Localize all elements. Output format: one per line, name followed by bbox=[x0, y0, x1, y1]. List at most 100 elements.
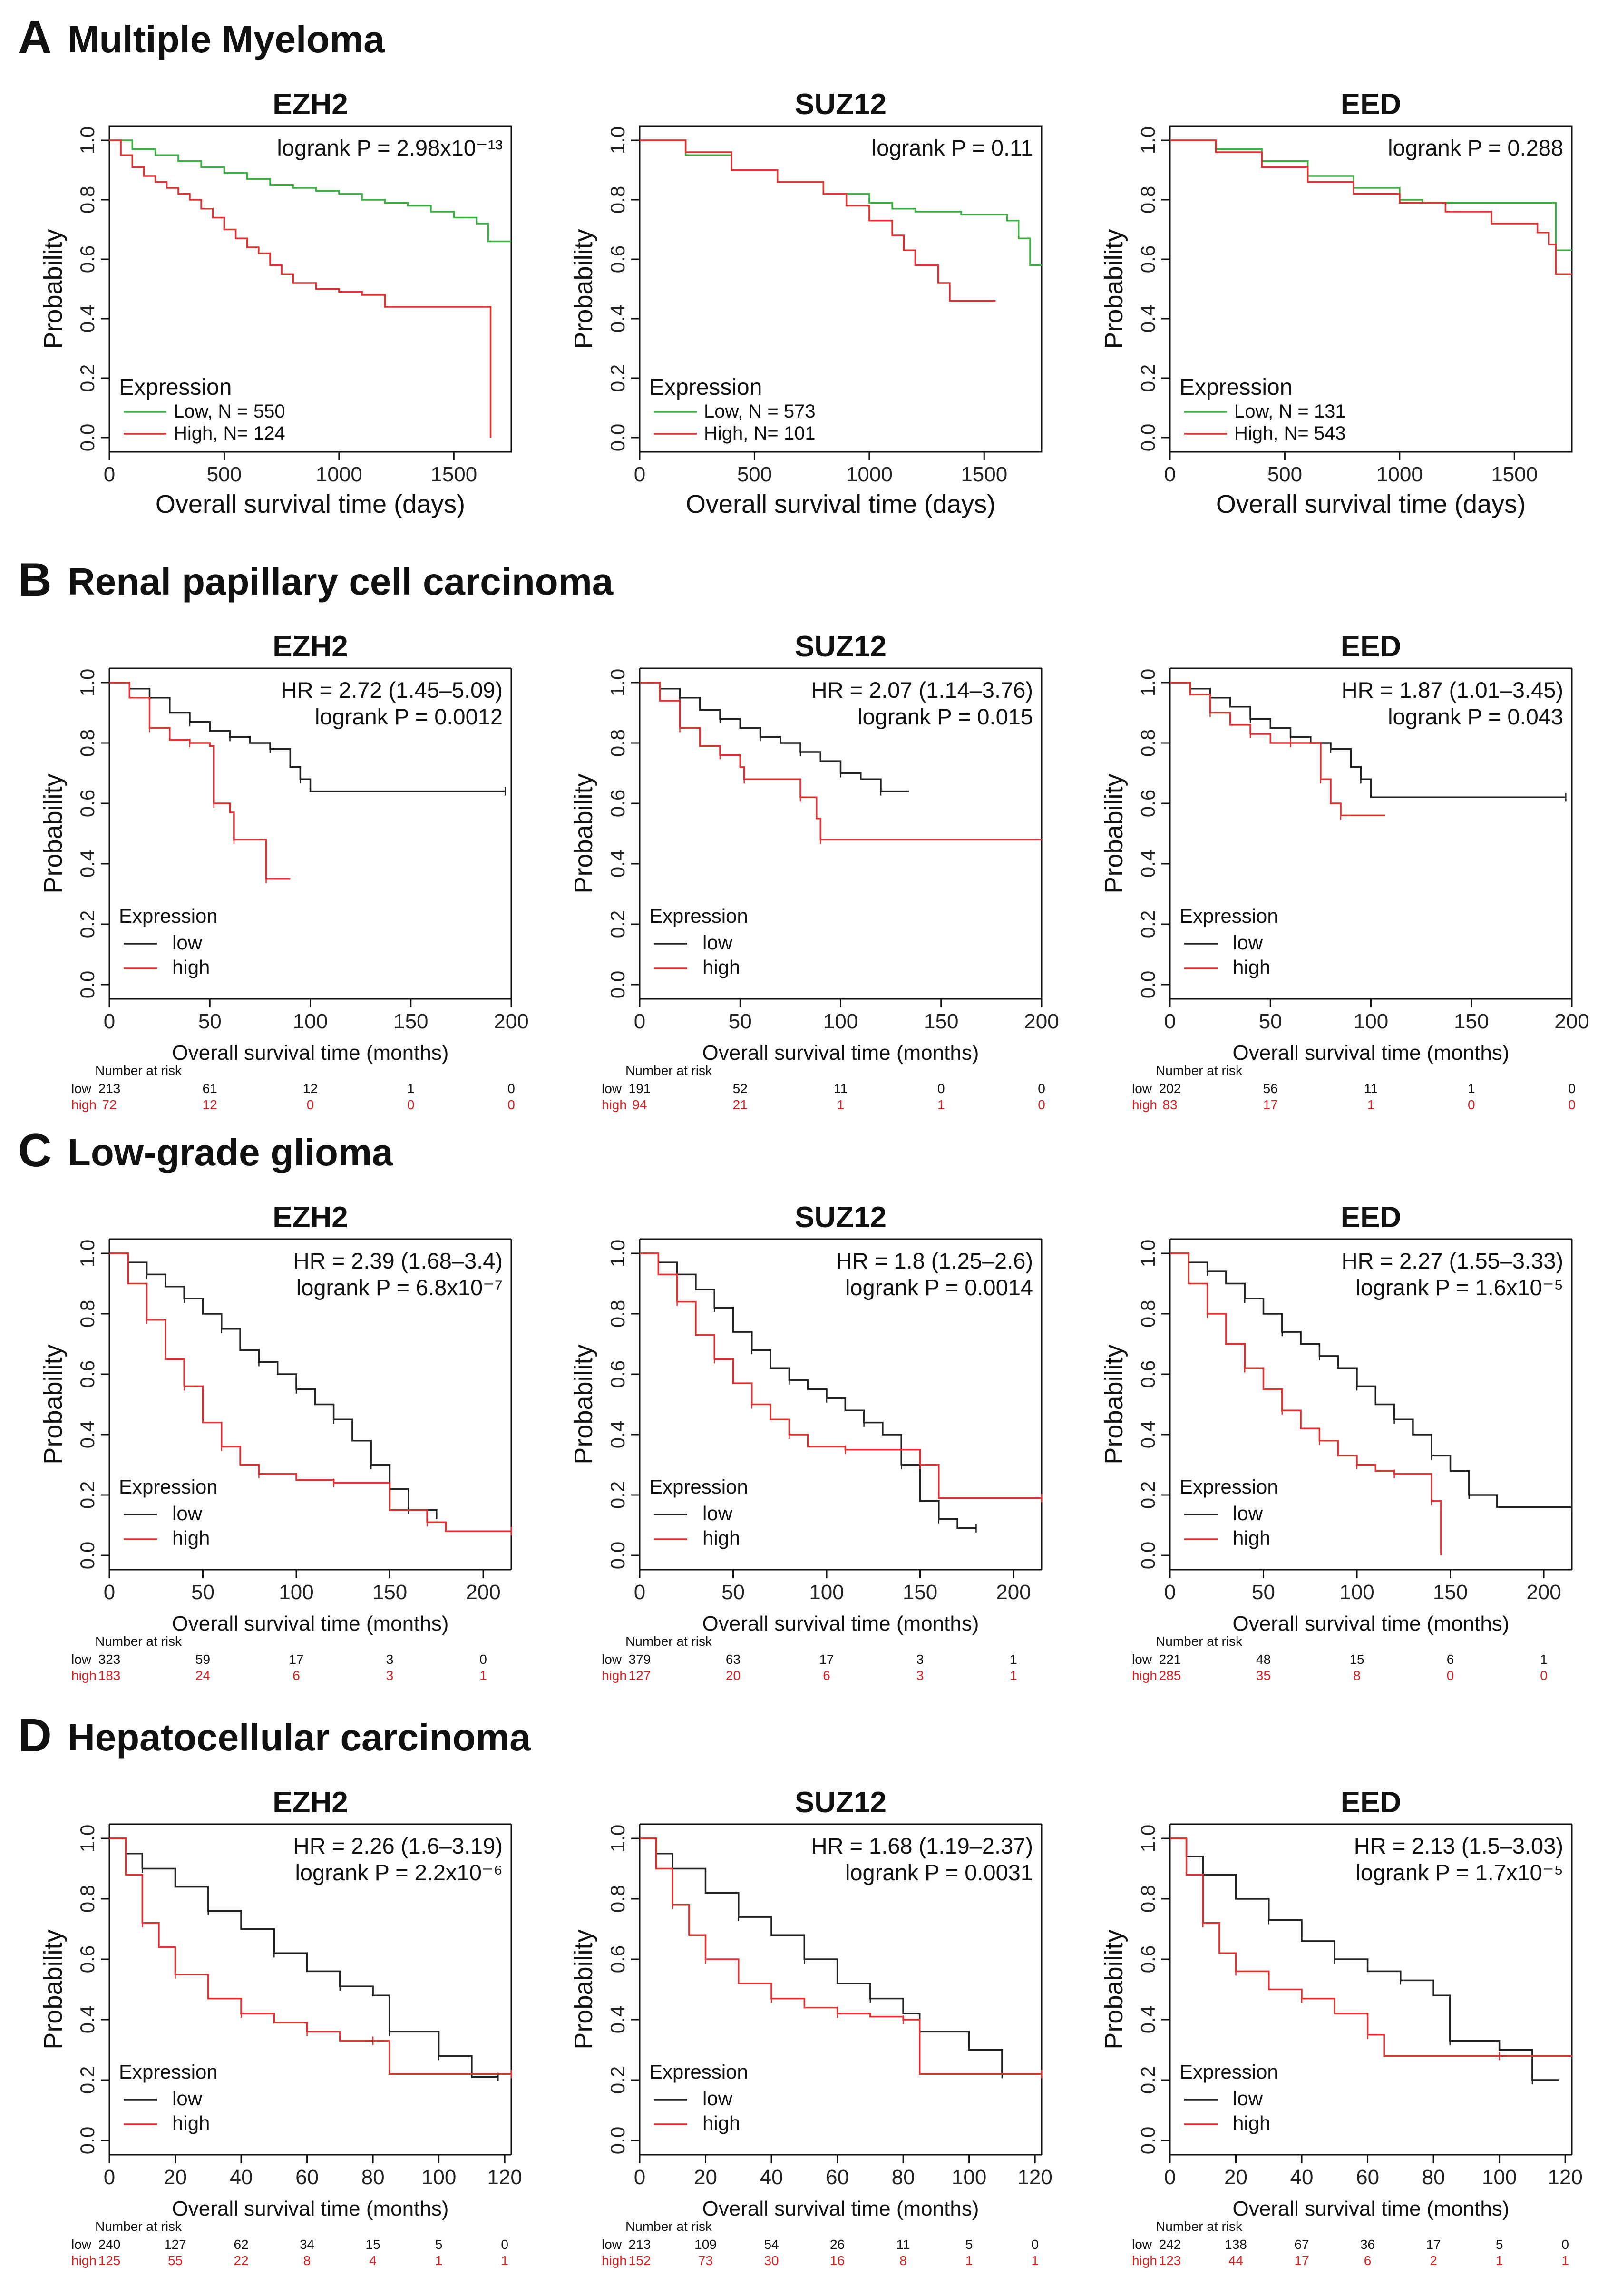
risk-count-low: 15 bbox=[366, 2237, 380, 2252]
y-tick-label: 0.4 bbox=[606, 850, 629, 878]
risk-count-high: 0 bbox=[307, 1097, 314, 1112]
risk-count-low: 221 bbox=[1159, 1652, 1181, 1667]
x-tick-label: 200 bbox=[996, 1581, 1031, 1604]
x-tick-label: 120 bbox=[1017, 2166, 1052, 2189]
risk-count-low: 213 bbox=[629, 2237, 651, 2252]
risk-count-high: 55 bbox=[168, 2253, 183, 2268]
risk-row-label-low: low bbox=[71, 1652, 92, 1667]
stat-text: HR = 2.27 (1.55–3.33) bbox=[1342, 1248, 1563, 1273]
legend-label-high: High, N= 543 bbox=[1234, 423, 1346, 444]
y-tick-label: 0.0 bbox=[1137, 971, 1159, 998]
x-axis-label: Overall survival time (months) bbox=[702, 1612, 979, 1635]
x-tick-label: 1500 bbox=[430, 463, 477, 486]
legend-label-low: Low, N = 573 bbox=[704, 401, 816, 422]
risk-count-low: 202 bbox=[1159, 1081, 1181, 1096]
y-tick-label: 0.2 bbox=[76, 2066, 98, 2094]
risk-count-low: 62 bbox=[234, 2237, 248, 2252]
km-curve-low bbox=[109, 139, 511, 243]
x-tick-label: 200 bbox=[1526, 1581, 1561, 1604]
y-tick-label: 0.4 bbox=[1137, 1421, 1159, 1448]
x-tick-label: 20 bbox=[1224, 2166, 1247, 2189]
y-tick-label: 0.2 bbox=[1137, 1481, 1159, 1509]
y-tick-label: 0.4 bbox=[1137, 305, 1159, 332]
y-tick-label: 0.4 bbox=[1137, 850, 1159, 878]
legend-label-high: high bbox=[172, 956, 210, 978]
risk-count-low: 15 bbox=[1349, 1652, 1364, 1667]
risk-count-high: 1 bbox=[837, 1097, 845, 1112]
stat-text: logrank P = 0.043 bbox=[1388, 704, 1563, 729]
panel-gene-title: SUZ12 bbox=[795, 1786, 887, 1819]
y-tick-label: 0.0 bbox=[76, 971, 98, 998]
x-tick-label: 150 bbox=[372, 1581, 407, 1604]
km-curve-high bbox=[1170, 1837, 1572, 2057]
risk-row-label-low: low bbox=[1132, 1652, 1152, 1667]
risk-count-high: 0 bbox=[1568, 1097, 1576, 1112]
risk-count-low: 67 bbox=[1294, 2237, 1309, 2252]
risk-count-high: 24 bbox=[195, 1668, 210, 1683]
legend-title: Expression bbox=[649, 905, 748, 927]
y-tick-label: 0.2 bbox=[1137, 910, 1159, 938]
risk-count-low: 26 bbox=[830, 2237, 845, 2252]
risk-row-label-low: low bbox=[71, 2237, 92, 2252]
stat-text: HR = 2.39 (1.68–3.4) bbox=[293, 1248, 503, 1273]
x-tick-label: 1500 bbox=[961, 463, 1007, 486]
legend-title: Expression bbox=[1179, 2061, 1278, 2083]
risk-count-high: 1 bbox=[1010, 1668, 1017, 1683]
x-tick-label: 100 bbox=[421, 2166, 456, 2189]
risk-count-low: 63 bbox=[726, 1652, 741, 1667]
risk-title: Number at risk bbox=[95, 2219, 182, 2234]
stat-text: logrank P = 0.11 bbox=[872, 135, 1033, 160]
legend-label-low: Low, N = 131 bbox=[1234, 401, 1346, 422]
risk-count-low: 52 bbox=[733, 1081, 748, 1096]
x-axis-label: Overall survival time (months) bbox=[1233, 1041, 1510, 1065]
risk-row-label-low: low bbox=[1132, 2237, 1152, 2252]
risk-count-low: 3 bbox=[916, 1652, 924, 1667]
y-tick-label: 0.0 bbox=[76, 1542, 98, 1569]
risk-count-high: 1 bbox=[1496, 2253, 1503, 2268]
y-tick-label: 1.0 bbox=[606, 669, 629, 696]
x-tick-label: 80 bbox=[892, 2166, 915, 2189]
stat-text: logrank P = 0.0012 bbox=[315, 704, 503, 729]
x-tick-label: 500 bbox=[1267, 463, 1302, 486]
km-curve-high bbox=[640, 682, 1042, 840]
risk-count-high: 2 bbox=[1430, 2253, 1437, 2268]
y-tick-label: 1.0 bbox=[76, 669, 98, 696]
y-tick-label: 0.0 bbox=[606, 2127, 629, 2154]
risk-count-low: 0 bbox=[1031, 2237, 1039, 2252]
risk-row-label-low: low bbox=[602, 2237, 622, 2252]
risk-count-high: 123 bbox=[1159, 2253, 1181, 2268]
x-tick-label: 80 bbox=[361, 2166, 385, 2189]
risk-count-high: 0 bbox=[1468, 1097, 1475, 1112]
y-tick-label: 0.0 bbox=[1137, 1542, 1159, 1569]
risk-count-low: 5 bbox=[435, 2237, 443, 2252]
x-tick-label: 0 bbox=[1164, 463, 1176, 486]
risk-count-low: 11 bbox=[896, 2237, 910, 2252]
risk-count-high: 1 bbox=[501, 2253, 508, 2268]
section-d: D Hepatocellular carcinoma EZH2 0.0 0.2 0.4 0.… bbox=[18, 1709, 1583, 2268]
y-tick-label: 1.0 bbox=[1137, 1240, 1159, 1267]
legend-label-high: high bbox=[1233, 1527, 1270, 1549]
stat-text: logrank P = 1.6x10⁻⁵ bbox=[1355, 1275, 1563, 1300]
risk-count-high: 1 bbox=[1031, 2253, 1039, 2268]
risk-row-label-high: high bbox=[71, 1668, 97, 1683]
risk-count-high: 0 bbox=[1540, 1668, 1548, 1683]
risk-count-low: 109 bbox=[694, 2237, 717, 2252]
x-axis-label: Overall survival time (months) bbox=[172, 1041, 449, 1065]
risk-count-low: 11 bbox=[834, 1081, 848, 1096]
y-axis-label: Probability bbox=[569, 229, 598, 349]
x-tick-label: 50 bbox=[191, 1581, 214, 1604]
x-tick-label: 100 bbox=[1482, 2166, 1517, 2189]
y-tick-label: 0.8 bbox=[76, 186, 98, 214]
risk-count-high: 152 bbox=[629, 2253, 651, 2268]
legend-label-low: low bbox=[172, 2087, 203, 2110]
risk-count-low: 17 bbox=[819, 1652, 834, 1667]
y-tick-label: 0.0 bbox=[76, 424, 98, 451]
y-tick-label: 0.8 bbox=[606, 729, 629, 757]
risk-count-high: 6 bbox=[1364, 2253, 1372, 2268]
risk-row-label-high: high bbox=[1132, 1097, 1157, 1112]
legend-title: Expression bbox=[649, 1475, 748, 1498]
y-tick-label: 0.6 bbox=[606, 790, 629, 817]
legend-label-low: low bbox=[172, 1502, 203, 1524]
